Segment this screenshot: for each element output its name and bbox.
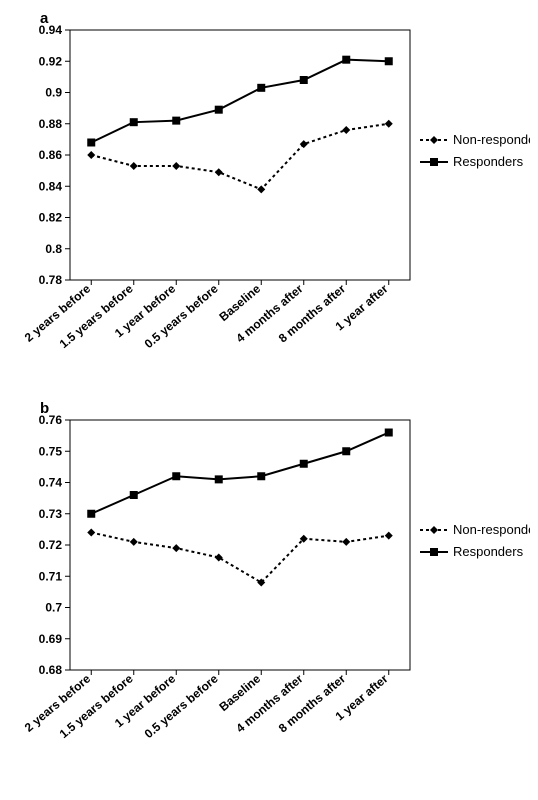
series-marker (87, 510, 95, 518)
series-marker (300, 460, 308, 468)
y-tick-label: 0.84 (39, 179, 63, 193)
x-tick-label: 0.5 years before (142, 671, 221, 741)
y-tick-label: 0.7 (45, 601, 62, 615)
y-tick-label: 0.78 (39, 273, 63, 287)
x-tick-label: 0.5 years before (142, 281, 221, 351)
panel-label-a: a (40, 10, 48, 27)
series-marker (257, 472, 265, 480)
y-tick-label: 0.74 (39, 476, 63, 490)
x-tick-label: 1.5 years before (57, 281, 136, 351)
panel-label-b: b (40, 400, 49, 417)
y-tick-label: 0.69 (39, 632, 63, 646)
y-tick-label: 0.8 (45, 242, 62, 256)
legend-label: Non-responders (453, 132, 530, 147)
y-tick-label: 0.86 (39, 148, 63, 162)
plot-area (70, 420, 410, 670)
plot-area (70, 30, 410, 280)
y-tick-label: 0.68 (39, 663, 63, 677)
series-marker (172, 117, 180, 125)
legend-label: Responders (453, 154, 524, 169)
series-marker (172, 472, 180, 480)
chart-panel-a: a0.780.80.820.840.860.880.90.920.942 yea… (10, 10, 528, 370)
series-marker (385, 429, 393, 437)
series-marker (342, 56, 350, 64)
series-marker (130, 491, 138, 499)
y-tick-label: 0.88 (39, 117, 63, 131)
series-marker (385, 57, 393, 65)
chart-svg-a: 0.780.80.820.840.860.880.90.920.942 year… (10, 10, 530, 370)
legend-label: Responders (453, 544, 524, 559)
chart-panel-b: b0.680.690.70.710.720.730.740.750.762 ye… (10, 400, 528, 760)
y-tick-label: 0.71 (39, 569, 63, 583)
series-marker (257, 84, 265, 92)
y-tick-label: 0.72 (39, 538, 63, 552)
legend-label: Non-responders (453, 522, 530, 537)
y-tick-label: 0.92 (39, 54, 63, 68)
x-tick-label: 1.5 years before (57, 671, 136, 741)
chart-svg-b: 0.680.690.70.710.720.730.740.750.762 yea… (10, 400, 530, 760)
series-marker (215, 475, 223, 483)
series-marker (342, 447, 350, 455)
y-tick-label: 0.82 (39, 211, 63, 225)
series-marker (300, 76, 308, 84)
y-tick-label: 0.73 (39, 507, 63, 521)
series-marker (130, 118, 138, 126)
series-marker (215, 106, 223, 114)
y-tick-label: 0.9 (45, 86, 62, 100)
y-tick-label: 0.75 (39, 444, 63, 458)
series-marker (87, 139, 95, 147)
